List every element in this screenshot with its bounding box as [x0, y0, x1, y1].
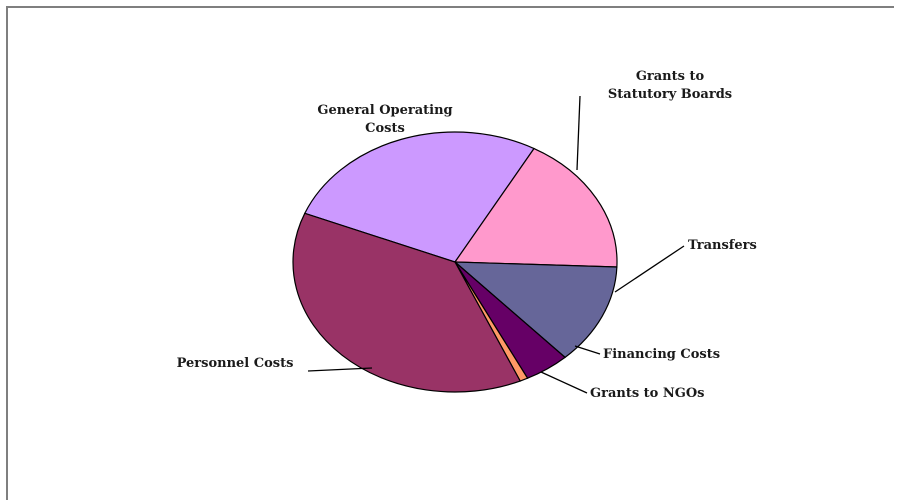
slice-label-financing-costs: Financing Costs	[603, 347, 720, 362]
leader-line-transfers	[614, 245, 685, 293]
pie-slice-transfers	[453, 261, 618, 359]
leader-line-personnel-costs	[307, 367, 373, 372]
slice-label-grants-to-statutory-boards: Grants to Statutory Boards	[608, 69, 732, 102]
pie-slice-personnel-costs	[292, 212, 522, 393]
pie-slice-grants-to-statutory-boards	[453, 147, 618, 268]
slice-label-grants-to-ngos: Grants to NGOs	[590, 386, 705, 401]
slice-label-personnel-costs: Personnel Costs	[177, 356, 294, 371]
leader-line-grants-to-ngos	[540, 371, 588, 394]
pie-slices	[292, 131, 618, 393]
slice-label-transfers: Transfers	[688, 238, 757, 253]
pie-labels: General Operating Costs Grants to Statutory…	[177, 69, 757, 401]
pie-slice-general-operating-costs	[303, 131, 535, 263]
leader-line-financing-costs	[574, 345, 601, 355]
slice-label-general-operating-costs: General Operating Costs	[317, 103, 452, 136]
leader-line-grants-to-statutory-boards	[576, 95, 581, 171]
